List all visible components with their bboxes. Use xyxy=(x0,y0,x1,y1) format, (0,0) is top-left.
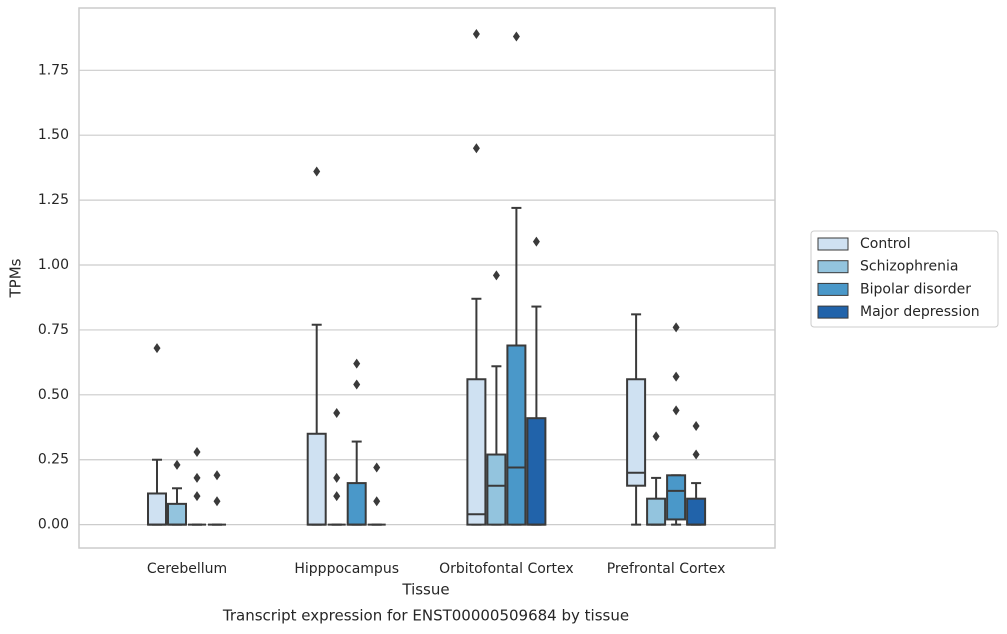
box xyxy=(346,482,367,526)
box xyxy=(306,432,327,526)
y-tick-label: 1.00 xyxy=(38,257,69,273)
outlier xyxy=(193,472,201,483)
box xyxy=(666,474,687,521)
box xyxy=(486,453,507,526)
box xyxy=(626,378,647,487)
legend-swatch xyxy=(817,260,849,274)
outlier xyxy=(153,343,161,354)
legend-swatch xyxy=(817,282,849,296)
box xyxy=(466,378,487,526)
y-tick-label: 0.00 xyxy=(38,517,69,533)
outlier xyxy=(333,408,341,418)
outlier xyxy=(532,236,540,247)
box xyxy=(686,497,707,526)
outlier xyxy=(692,449,700,460)
outlier xyxy=(333,491,341,502)
outlier xyxy=(313,166,321,177)
y-axis-label: TPMs xyxy=(7,258,25,298)
box xyxy=(646,497,667,526)
box xyxy=(167,502,187,526)
outlier xyxy=(373,462,381,473)
legend-label: Major depression xyxy=(860,304,980,320)
x-tick-label: Cerebellum xyxy=(147,561,227,577)
x-tick-label: Prefrontal Cortex xyxy=(607,561,726,577)
legend-label: Control xyxy=(860,236,911,252)
x-tick-label: Orbitofontal Cortex xyxy=(439,561,574,577)
y-tick-label: 0.25 xyxy=(38,452,69,468)
legend-frame xyxy=(810,230,999,328)
y-tick-label: 1.25 xyxy=(38,192,69,208)
box xyxy=(506,344,527,526)
outlier xyxy=(193,446,201,457)
outlier xyxy=(353,358,361,369)
chart-title: Transcript expression for ENST0000050968… xyxy=(222,607,629,625)
legend-swatch xyxy=(817,305,849,319)
box xyxy=(147,492,167,526)
x-axis-label: Tissue xyxy=(401,581,449,599)
outlier xyxy=(213,470,221,481)
legend-swatch xyxy=(817,237,849,251)
y-tick-label: 1.75 xyxy=(38,62,69,78)
outlier xyxy=(672,371,680,382)
outlier xyxy=(213,496,221,507)
outlier xyxy=(173,459,181,470)
outlier xyxy=(692,420,700,431)
outlier xyxy=(672,405,680,416)
x-tick-label: Hipppocampus xyxy=(294,561,399,577)
outlier xyxy=(193,491,201,502)
outlier xyxy=(672,322,680,333)
outlier xyxy=(353,379,361,390)
legend-label: Bipolar disorder xyxy=(860,281,971,297)
outlier xyxy=(512,31,520,42)
y-tick-label: 0.50 xyxy=(38,387,69,403)
outlier xyxy=(333,472,341,483)
plot-frame xyxy=(78,7,776,549)
legend-label: Schizophrenia xyxy=(860,259,958,275)
outlier xyxy=(472,28,480,39)
box xyxy=(526,417,547,526)
outlier xyxy=(652,431,660,442)
outlier xyxy=(492,270,500,281)
y-tick-label: 0.75 xyxy=(38,322,69,338)
outlier xyxy=(373,496,381,507)
outlier xyxy=(472,143,480,154)
y-tick-label: 1.50 xyxy=(38,127,69,143)
